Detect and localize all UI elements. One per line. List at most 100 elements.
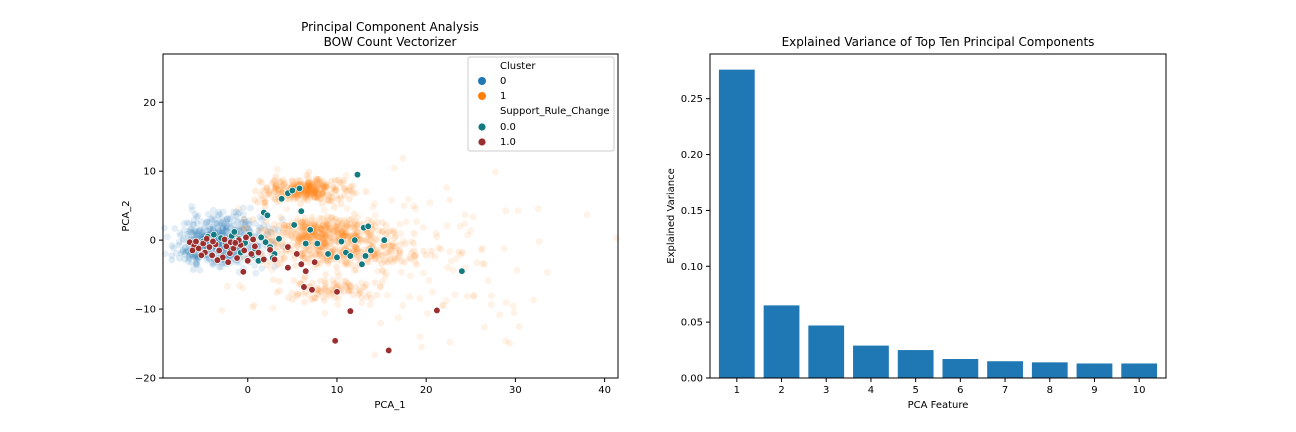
y-tick-label: 0.20 xyxy=(681,150,703,161)
scatter-point-support-0 xyxy=(351,236,359,244)
cloud-point xyxy=(239,219,247,227)
cloud-point xyxy=(295,233,303,241)
cloud-point xyxy=(187,259,195,267)
cloud-point xyxy=(313,224,321,232)
cloud-point xyxy=(347,183,354,191)
cloud-point xyxy=(238,218,246,226)
cloud-point xyxy=(397,230,405,238)
cloud-point xyxy=(379,267,386,274)
cloud-point xyxy=(276,221,283,229)
cloud-point xyxy=(319,188,327,196)
cloud-point xyxy=(305,220,313,228)
cloud-point xyxy=(258,264,266,272)
cloud-point xyxy=(309,279,316,287)
x-tick-label: 7 xyxy=(1002,385,1008,396)
cloud-point xyxy=(330,184,338,191)
cloud-point xyxy=(343,223,351,231)
cloud-point xyxy=(392,232,400,240)
cloud-point xyxy=(322,183,330,190)
cloud-point xyxy=(317,195,324,202)
cloud-point xyxy=(320,296,328,304)
cloud-point xyxy=(219,217,227,225)
cloud-point xyxy=(331,294,339,302)
cloud-point xyxy=(363,236,371,244)
cloud-point xyxy=(222,224,230,232)
cloud-point xyxy=(196,225,204,233)
cloud-point xyxy=(197,218,205,226)
cloud-point xyxy=(331,186,339,194)
scatter-point-support-1 xyxy=(251,242,259,250)
cloud-point xyxy=(334,228,342,236)
cloud-point xyxy=(180,237,187,244)
cloud-point xyxy=(371,200,379,207)
cloud-point xyxy=(379,251,387,259)
cloud-point xyxy=(249,216,257,223)
cloud-point xyxy=(202,219,210,227)
cloud-point xyxy=(319,182,327,190)
cloud-point xyxy=(315,247,323,255)
cloud-point xyxy=(378,260,385,268)
cloud-point xyxy=(314,246,322,254)
cloud-point xyxy=(500,245,508,253)
cloud-point xyxy=(295,237,302,245)
cloud-point xyxy=(464,292,471,300)
cloud-point xyxy=(272,184,279,192)
scatter-y-axis-label: PCA_2 xyxy=(121,200,132,231)
cloud-point xyxy=(310,188,318,196)
cloud-point xyxy=(256,224,263,231)
cloud-point xyxy=(348,215,356,223)
cloud-point xyxy=(355,286,363,294)
cloud-point xyxy=(311,184,319,192)
cloud-point xyxy=(422,251,430,259)
cloud-point xyxy=(306,191,314,198)
cloud-point xyxy=(302,185,310,193)
cloud-point xyxy=(288,181,296,189)
cloud-point xyxy=(386,256,394,264)
cloud-point xyxy=(347,287,355,295)
cloud-point xyxy=(179,235,187,243)
cloud-point xyxy=(464,231,472,239)
cloud-point xyxy=(289,178,297,186)
cloud-point xyxy=(353,228,361,236)
y-tick-label: 0 xyxy=(150,236,156,247)
cloud-point xyxy=(298,224,306,232)
cloud-point xyxy=(316,214,324,222)
cloud-point xyxy=(214,224,222,232)
cloud-point xyxy=(322,279,330,287)
cloud-point xyxy=(344,222,351,230)
cloud-point xyxy=(314,181,322,189)
cloud-point xyxy=(305,168,313,176)
cloud-point xyxy=(315,223,322,231)
cloud-point xyxy=(325,241,333,248)
cloud-point xyxy=(365,230,373,238)
cloud-point xyxy=(341,185,349,192)
cloud-point xyxy=(191,252,199,260)
cloud-point xyxy=(310,264,318,271)
cloud-point xyxy=(339,231,347,239)
cloud-point xyxy=(461,220,469,228)
cloud-point xyxy=(456,223,464,230)
cloud-point xyxy=(487,301,495,309)
cloud-point xyxy=(252,187,259,195)
cloud-point xyxy=(333,282,341,289)
cloud-point xyxy=(348,188,355,195)
cloud-point xyxy=(281,179,289,187)
cloud-point xyxy=(337,200,345,208)
cloud-point xyxy=(269,276,277,283)
cloud-point xyxy=(342,278,350,286)
cloud-point xyxy=(308,250,315,258)
cloud-point xyxy=(209,225,217,232)
scatter-point-support-0 xyxy=(210,230,218,239)
cloud-point xyxy=(327,240,335,247)
cloud-point xyxy=(273,261,281,269)
cloud-point xyxy=(328,228,336,236)
cloud-point xyxy=(311,230,319,238)
x-tick-label: 20 xyxy=(420,385,433,396)
cloud-point xyxy=(328,197,336,205)
cloud-point xyxy=(353,228,361,235)
scatter-point-support-1 xyxy=(266,246,274,254)
cloud-point xyxy=(310,190,318,198)
cloud-point xyxy=(285,228,292,236)
cloud-point xyxy=(351,230,358,238)
cloud-point xyxy=(239,224,247,232)
